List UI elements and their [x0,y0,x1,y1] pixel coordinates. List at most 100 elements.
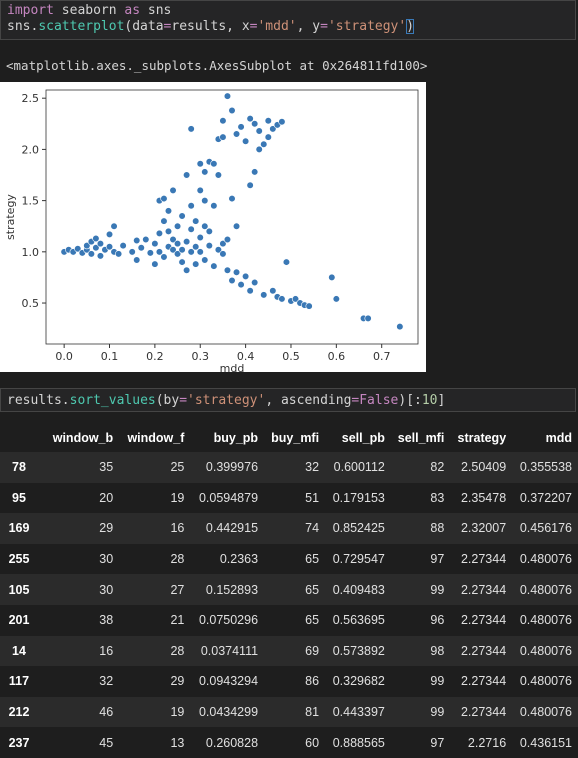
scatter-point [151,260,159,268]
row-index: 237 [8,735,30,750]
table-cell: 0.0943294 [198,674,259,689]
scatter-point [255,145,263,154]
scatter-point [151,240,159,248]
x-tick-label: 0.2 [146,350,164,363]
code-text: sns. [7,19,39,34]
table-cell: 65 [305,613,320,628]
scatter-point [96,240,105,248]
scatter-point [183,266,191,274]
operator: = [320,19,328,34]
scatter-point [183,171,191,179]
code-text: , ascending [265,393,352,408]
scatter-point [242,137,250,145]
scatter-point [232,130,241,138]
code-text: sns [140,3,172,18]
scatter-point [210,160,218,168]
table-row: 14 16 28 0.0374111 69 0.573892 98 2.27344 0.4800… [0,635,578,667]
scatter-point [269,125,277,133]
x-tick-label: 0.1 [101,350,119,363]
scatter-point [196,186,204,194]
table-row: 95 20 19 0.0594879 51 0.179153 83 2.35478 0.3722… [0,482,578,514]
table-cell: 0.888565 [332,735,385,750]
x-tick-label: 0.0 [55,350,73,363]
table-cell: 0.480076 [519,705,572,720]
y-tick-label: 2.5 [22,92,40,105]
table-row: 237 45 13 0.260828 60 0.888565 97 2.2716 0.43615… [0,727,578,758]
row-index: 169 [8,521,30,536]
keyword-as: as [124,3,141,18]
scatter-point [164,227,173,235]
scatter-point [169,186,177,194]
scatter-point [110,222,118,230]
table-cell: 0.480076 [519,643,572,658]
table-cell: 0.573892 [332,643,385,658]
table-cell: 99 [430,674,445,689]
code-text: results. [7,393,70,408]
table-row: 78 35 25 0.399976 32 0.600112 82 2.50409 0.35553… [0,452,578,483]
code-cell-sort[interactable]: results.sort_values(by='strategy', ascen… [0,388,576,412]
table-cell: 16 [170,521,185,536]
column-header: window_b [52,431,114,445]
scatter-point [128,248,136,256]
column-header: buy_pb [213,431,259,445]
scatter-point [278,295,286,303]
code-text: ] [437,393,446,408]
scatter-point [187,248,195,256]
table-cell: 0.480076 [519,674,572,689]
y-tick-label: 0.5 [22,297,40,310]
table-cell: 38 [99,613,114,628]
table-cell: 99 [430,705,445,720]
y-tick-label: 2.0 [22,143,40,156]
operator: = [351,393,360,408]
string-literal: 'strategy' [327,19,407,34]
scatter-point [196,248,204,256]
code-text: (data [124,19,164,34]
scatter-point [87,250,95,258]
table-row: 105 30 27 0.152893 65 0.409483 99 2.27344 0.4800… [0,574,578,605]
scatter-point [201,256,209,264]
code-cell-import[interactable]: import seaborn as sns sns.scatterplot(da… [0,0,576,40]
code-text: , y [296,19,321,34]
row-index: 78 [12,460,26,475]
table-cell: 2.2716 [467,735,507,750]
scatter-point [146,249,154,257]
table-cell: 21 [170,613,185,628]
table-cell: 0.260828 [205,735,259,750]
table-cell: 86 [305,674,320,689]
operator: = [179,393,188,408]
scatter-point [232,268,241,276]
table-cell: 0.152893 [205,582,259,597]
scatter-point [187,202,195,210]
table-cell: 0.2363 [219,552,259,567]
x-tick-label: 0.3 [191,350,209,363]
row-index: 95 [12,490,26,505]
table-cell: 0.179153 [332,490,385,505]
table-cell: 0.436151 [519,735,572,750]
scatter-point [242,272,250,281]
table-cell: 29 [170,674,185,689]
table-cell: 2.27344 [460,613,507,628]
table-header-row: window_b window_f buy_pb buy_mfi sell_pb… [0,424,578,452]
table-cell: 65 [305,552,320,567]
scatter-point [187,125,195,133]
scatter-point [396,322,404,331]
scatter-point [133,236,141,245]
code-text: seaborn [53,3,125,18]
scatter-point [237,280,245,289]
table-cell: 13 [170,735,185,750]
scatter-point [160,253,168,261]
table-cell: 19 [170,705,185,720]
scatter-plot-svg: 0.0 0.1 0.2 0.3 0.4 0.5 0.6 0.7 0.5 1.0 1.5 2.0 2.5 m… [4,89,419,372]
table-cell: 28 [170,643,185,658]
table-cell: 60 [305,735,320,750]
column-header: buy_mfi [271,431,320,445]
table-cell: 0.0750296 [198,613,259,628]
column-header: sell_mfi [397,431,445,445]
table-cell: 2.27344 [460,643,507,658]
table-cell: 82 [430,460,445,475]
scatter-point [164,207,173,215]
scatter-point [155,229,164,237]
table-cell: 19 [170,490,185,505]
scatter-point [192,243,200,251]
table-cell: 65 [305,582,320,597]
